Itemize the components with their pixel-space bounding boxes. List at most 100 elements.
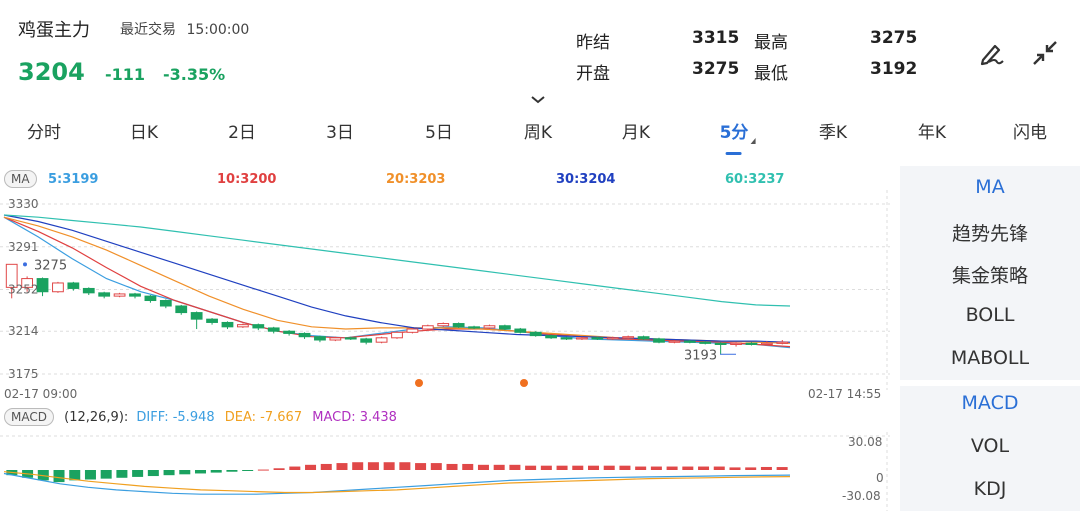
macd-zero-label: 0 [876, 471, 884, 485]
sidebar-item-vol[interactable]: VOL [970, 435, 1010, 457]
candle-body [344, 337, 357, 340]
macd-chart[interactable]: 30.08 0 -30.08 [0, 432, 900, 511]
low-value: 3192 [870, 59, 918, 79]
macd-bar [698, 466, 710, 470]
candle-body [776, 341, 789, 344]
candle-body [498, 325, 511, 330]
candle-body [98, 292, 111, 297]
tab-3-day[interactable]: 3日 [326, 123, 354, 143]
macd-bar [100, 470, 112, 479]
macd-bar [776, 467, 788, 470]
tab-month-k[interactable]: 月K [621, 123, 651, 143]
macd-bar [682, 466, 694, 470]
collapse-arrows-icon[interactable] [1028, 36, 1062, 70]
candle-body [560, 337, 573, 340]
macd-legend: MACD (12,26,9): DIFF: -5.948 DEA: -7.667… [4, 408, 397, 426]
candle-body [591, 337, 604, 340]
macd-bar [367, 462, 379, 470]
macd-bar [415, 463, 427, 470]
high-label: 最高 [754, 33, 788, 53]
candle-body [159, 300, 172, 307]
tab-flash[interactable]: 闪电 [1013, 123, 1047, 143]
candle-body [514, 328, 527, 333]
macd-bottom-label: -30.08 [842, 489, 881, 503]
macd-bar [603, 465, 615, 470]
event-marker [415, 379, 423, 387]
macd-badge[interactable]: MACD [4, 408, 54, 426]
ma-line-60 [3, 214, 791, 307]
current-price: 3204 [18, 58, 85, 86]
sidebar-item-gold-strategy[interactable]: 集金策略 [951, 265, 1028, 287]
candle-body [36, 278, 49, 293]
candlestick-chart[interactable]: 3330 3291 3252 3214 3175 3275 3193 02-17 09:00 0… [0, 190, 900, 405]
macd-params: (12,26,9): [64, 410, 129, 425]
open-value: 3275 [692, 59, 740, 79]
candle-body [190, 312, 203, 320]
macd-bar [650, 466, 662, 470]
macd-bar [745, 467, 757, 470]
macd-bar [320, 463, 332, 470]
x-start-label: 02-17 09:00 [4, 387, 77, 401]
macd-bar [305, 464, 317, 470]
candle-body [298, 332, 311, 338]
macd-value: MACD: 3.438 [312, 410, 397, 425]
chevron-down-icon[interactable] [530, 90, 546, 109]
ma-badge[interactable]: MA [4, 170, 37, 188]
active-tab-indicator [726, 152, 742, 155]
tab-day-k[interactable]: 日K [129, 123, 159, 143]
candle-body [82, 287, 95, 294]
macd-bar [635, 466, 647, 470]
ma60-value: 60:3237 [725, 172, 785, 187]
sidebar-item-trend-pioneer[interactable]: 趋势先锋 [951, 223, 1028, 245]
candle-body [760, 342, 773, 345]
macd-bar [666, 466, 678, 470]
price-change-pct: -3.35% [163, 65, 226, 84]
macd-bar [194, 470, 207, 474]
macd-bar [729, 467, 741, 470]
candle-body [52, 282, 64, 293]
macd-dea-line [3, 471, 791, 494]
candle-body [421, 325, 434, 330]
y-tick-label: 3291 [8, 240, 39, 254]
macd-bar [336, 463, 348, 470]
candle-body [529, 331, 542, 337]
low-marker-label: 3193 [684, 348, 717, 363]
draw-pen-icon[interactable] [975, 36, 1009, 70]
ma10-value: 10:3200 [217, 172, 277, 187]
macd-bar [383, 462, 395, 470]
sidebar-item-boll[interactable]: BOLL [965, 304, 1015, 326]
last-trade-label: 最近交易 [120, 22, 176, 38]
high-marker-label: 3275 [34, 258, 67, 273]
ma-line-20 [3, 216, 791, 344]
tab-5-min[interactable]: 5分 [720, 118, 756, 158]
tab-quarter-k[interactable]: 季K [818, 123, 848, 143]
high-marker-dot [23, 262, 27, 267]
tab-week-k[interactable]: 周K [523, 123, 553, 143]
macd-bar [540, 465, 552, 470]
macd-bar [289, 466, 301, 470]
tab-dropdown-caret-icon [750, 138, 756, 144]
tab-5-day[interactable]: 5日 [425, 123, 453, 143]
tab-year-k[interactable]: 年K [917, 123, 947, 143]
candle-body [699, 341, 712, 344]
candle-body [267, 327, 280, 332]
candle-body [745, 342, 758, 345]
macd-bar [760, 466, 772, 470]
sidebar-item-macd[interactable]: MACD [961, 392, 1019, 414]
tab-fenshi[interactable]: 分时 [27, 123, 61, 143]
sidebar-divider [900, 380, 1080, 386]
candle-body [437, 323, 450, 327]
macd-dea: DEA: -7.667 [224, 410, 303, 425]
candle-body [236, 324, 249, 328]
y-tick-label: 3330 [8, 197, 39, 211]
prev-settle-label: 昨结 [576, 33, 610, 53]
tab-2-day[interactable]: 2日 [228, 123, 256, 143]
sidebar-item-ma[interactable]: MA [975, 176, 1005, 198]
macd-bar [352, 462, 364, 470]
sidebar-item-maboll[interactable]: MABOLL [950, 347, 1030, 369]
macd-bar [556, 465, 568, 470]
sidebar-item-kdj[interactable]: KDJ [973, 478, 1007, 500]
candle-body [683, 340, 696, 343]
macd-bar [525, 465, 537, 470]
candle-body [452, 323, 465, 328]
